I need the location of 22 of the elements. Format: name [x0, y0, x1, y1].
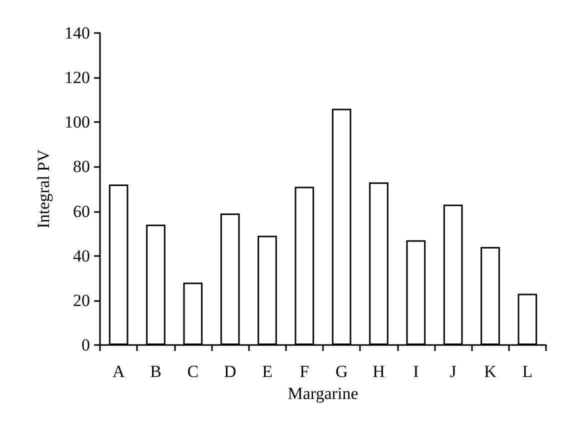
- x-tick-label: L: [522, 362, 533, 381]
- x-tick-label: G: [335, 362, 348, 381]
- y-axis-title: Integral PV: [34, 148, 53, 228]
- x-tick-label: K: [484, 362, 498, 381]
- y-tick-label: 140: [64, 24, 90, 42]
- y-tick-label: 0: [82, 336, 90, 354]
- y-tick-label: 120: [64, 68, 90, 88]
- y-tick-label: 20: [73, 290, 90, 310]
- y-tick-label: 100: [64, 112, 90, 132]
- y-tick-label: 40: [73, 246, 90, 266]
- y-tick-label: 60: [73, 202, 90, 221]
- x-tick-label: D: [224, 362, 236, 381]
- x-tick-label: H: [372, 362, 385, 381]
- x-tick-label: B: [150, 362, 162, 381]
- x-axis-title: Margarine: [288, 384, 358, 403]
- x-tick-label: C: [187, 362, 199, 381]
- x-tick-label: A: [112, 362, 126, 381]
- x-tick-label: I: [413, 362, 420, 381]
- x-tick-label: F: [300, 362, 310, 381]
- x-tick-label: J: [450, 362, 457, 381]
- x-tick-label: E: [262, 362, 272, 381]
- y-tick-label: 80: [73, 157, 90, 176]
